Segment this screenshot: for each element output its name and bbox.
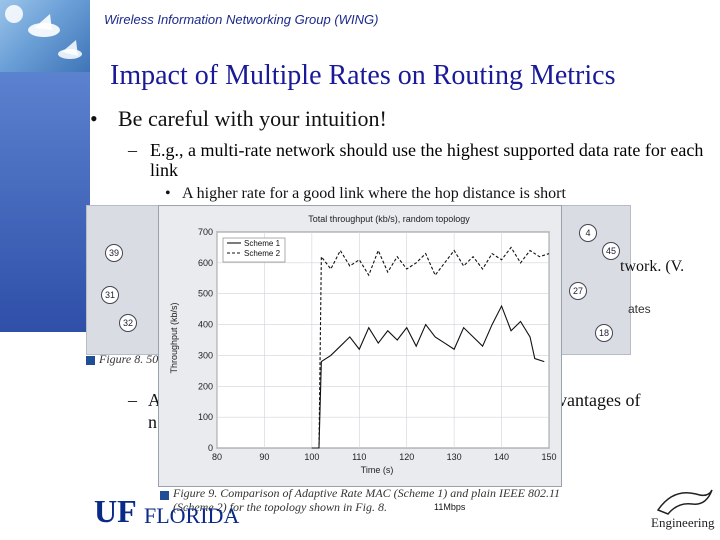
rate-note: 11Mbps [434,502,466,512]
chart-title: Total throughput (kb/s), random topology [308,214,470,224]
legend-label: Scheme 2 [244,249,281,258]
header-photo [0,0,90,72]
slide-title: Impact of Multiple Rates on Routing Metr… [110,60,616,91]
x-tick-label: 120 [399,452,414,462]
caption-marker [86,356,95,365]
y-tick-label: 700 [198,227,213,237]
bullet-level2: E.g., a multi-rate network should use th… [150,140,704,180]
bullet-dot: • [165,185,171,202]
uf-florida-logo: UF FLORIDA [94,494,239,526]
topology-node: 32 [119,314,137,332]
topology-node: 45 [602,242,620,260]
x-tick-label: 140 [494,452,509,462]
series-line-2 [311,246,550,449]
x-tick-label: 150 [541,452,556,462]
y-tick-label: 400 [198,320,213,330]
y-tick-label: 200 [198,381,213,391]
bullet-dot: • [90,106,98,131]
figure8-caption: Figure 8. 50 [99,352,159,366]
legend-label: Scheme 1 [244,239,281,248]
occluded-text: A [148,390,161,410]
topology-node: 4 [579,224,597,242]
topology-node: 18 [595,324,613,342]
series-line-1 [311,304,545,449]
topology-node: 31 [101,286,119,304]
x-axis-label: Time (s) [361,465,394,475]
gator-logo [656,489,713,515]
group-name: Wireless Information Networking Group (W… [104,12,379,27]
x-tick-label: 100 [304,452,319,462]
x-tick-label: 130 [447,452,462,462]
left-accent-bar [0,72,90,332]
bullet-level3: A higher rate for a good link where the … [182,185,566,202]
bullet-level1: Be careful with your intuition! [118,106,387,131]
y-tick-label: 300 [198,350,213,360]
legend-box [222,237,286,263]
y-tick-label: 100 [198,412,213,422]
y-tick-label: 0 [208,443,213,453]
caption-marker [160,491,169,500]
bullet-dash: – [128,140,137,160]
x-tick-label: 90 [259,452,269,462]
x-tick-label: 110 [352,452,366,462]
doves-image [5,5,82,59]
occluded-text: twork. (V. [620,258,685,275]
figure9-chart: Total throughput (kb/s), random topology… [158,205,562,487]
topology-node: 27 [569,282,587,300]
x-tick-label: 80 [212,452,222,462]
y-tick-label: 500 [198,289,213,299]
florida-wordmark: FLORIDA [144,503,239,526]
occluded-text: ates [628,302,651,316]
y-tick-label: 600 [198,258,213,268]
plot-area [216,231,550,449]
y-axis-label: Throughput (kb/s) [169,302,179,373]
occluded-text: vantages of [558,390,641,410]
uf-wordmark: UF [94,494,137,526]
throughput-chart: Total throughput (kb/s), random topology… [169,214,557,475]
topology-node: 39 [105,244,123,262]
engineering-wordmark: Engineering [651,515,715,530]
bullet-dash: – [128,390,137,410]
occluded-text: n [148,412,157,432]
figure9-caption: Figure 9. Comparison of Adaptive Rate MA… [173,486,561,514]
